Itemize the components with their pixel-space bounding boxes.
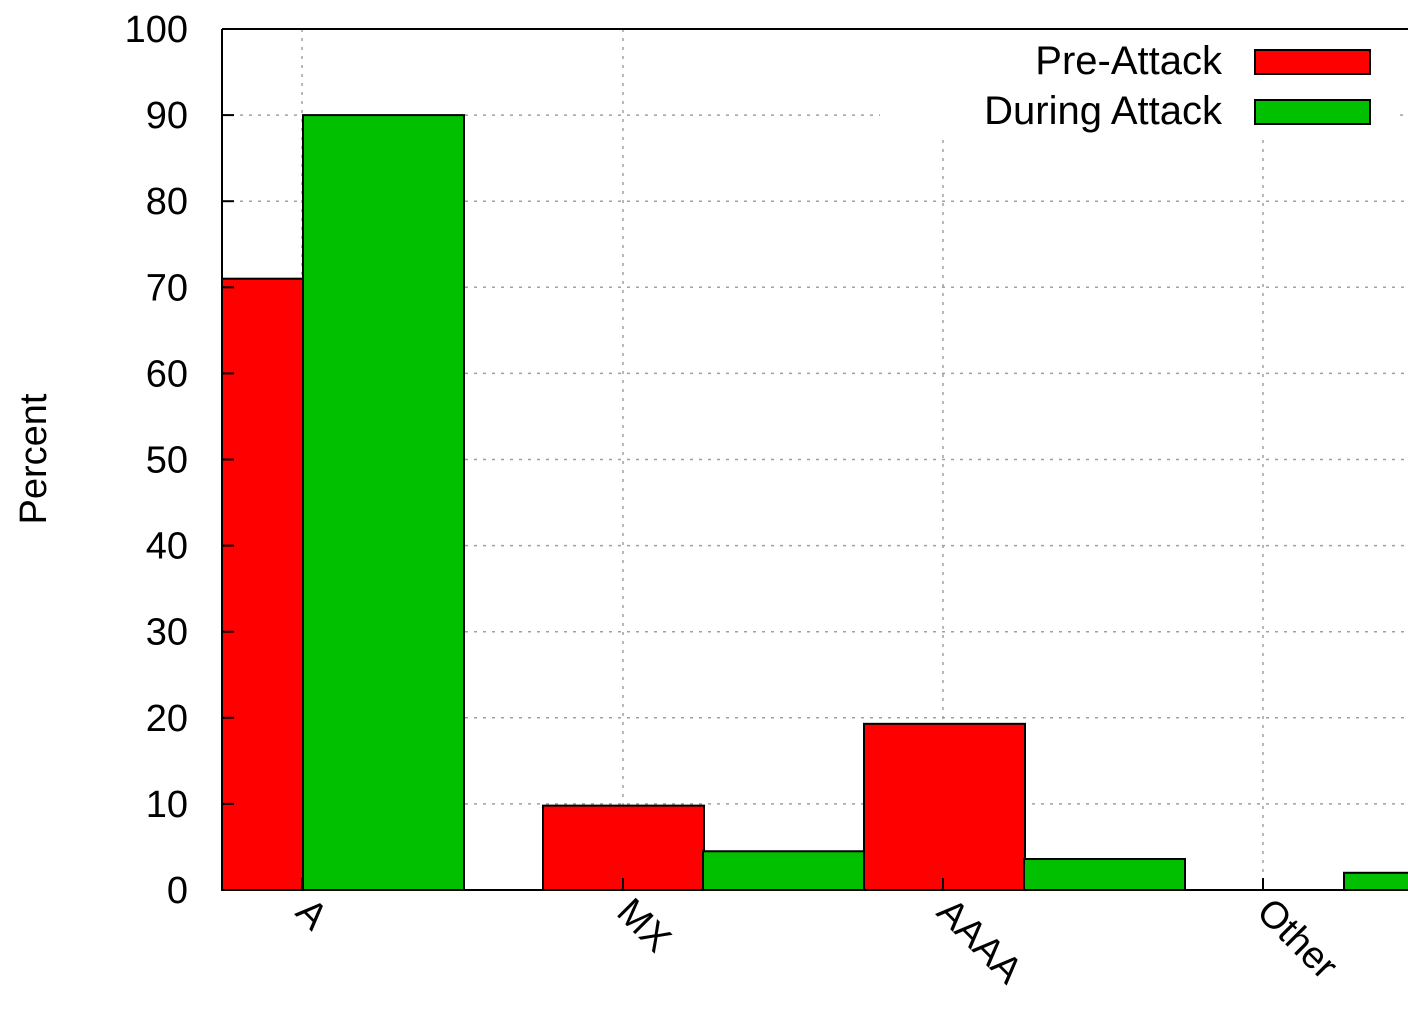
bar-pre-attack-a (221, 277, 304, 891)
legend: Pre-Attack During Attack (984, 39, 1371, 133)
bar-during-attack-aaaa (1023, 858, 1186, 892)
bar-during-attack-a (302, 114, 465, 892)
bars (221, 114, 1408, 892)
y-tick-label: 20 (146, 698, 188, 740)
bar-during-attack-mx (702, 850, 865, 892)
y-tick-label: 50 (146, 440, 188, 482)
y-tick-label: 70 (146, 267, 188, 309)
y-tick-label: 0 (167, 870, 188, 912)
legend-swatch-pre-attack (1254, 49, 1371, 75)
bar-pre-attack-aaaa (863, 722, 1026, 892)
y-tick-label: 60 (146, 353, 188, 395)
y-tick-label: 10 (146, 784, 188, 826)
y-tick-label: 100 (125, 9, 188, 51)
y-tick-label: 80 (146, 181, 188, 223)
bar-pre-attack-mx (542, 804, 705, 892)
y-tick-label: 90 (146, 95, 188, 137)
legend-label-pre-attack: Pre-Attack (1035, 39, 1223, 83)
y-axis-title: Percent (13, 393, 55, 524)
legend-label-during-attack: During Attack (984, 89, 1223, 133)
y-tick-label: 40 (146, 526, 188, 568)
y-tick-label: 30 (146, 612, 188, 654)
bar-during-attack-other (1343, 871, 1408, 892)
legend-swatch-during-attack (1254, 99, 1371, 125)
